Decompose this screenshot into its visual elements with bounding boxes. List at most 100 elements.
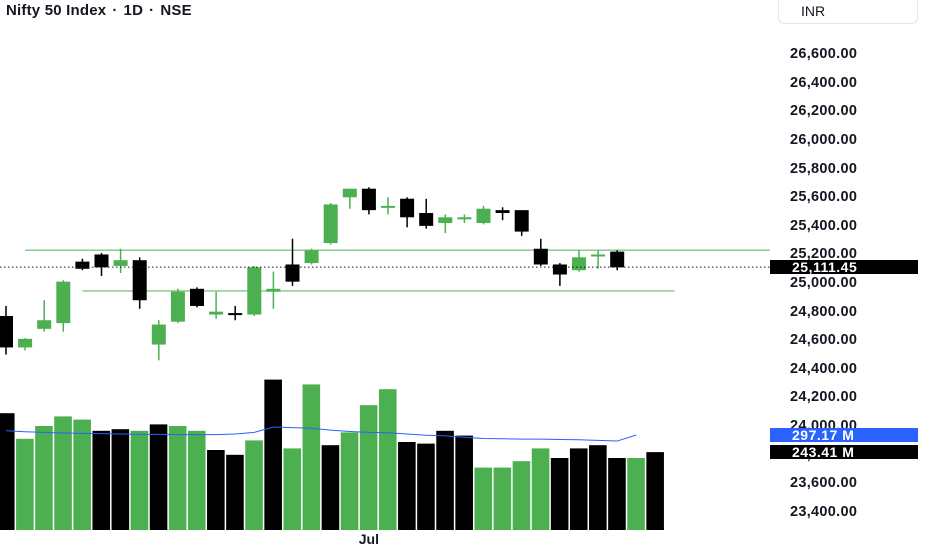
y-tick-label: 25,800.00 xyxy=(790,160,858,177)
volume-bar xyxy=(73,419,91,530)
candle-body xyxy=(572,257,586,271)
volume-bar xyxy=(417,443,435,530)
candle-body xyxy=(56,281,71,324)
y-tick-label: 25,000.00 xyxy=(790,275,858,292)
volume-bar xyxy=(359,405,378,530)
candle-body xyxy=(457,217,472,220)
candle xyxy=(572,250,586,272)
volume-bar xyxy=(187,430,206,530)
volume-bar xyxy=(398,442,416,530)
volume-bar xyxy=(455,435,473,530)
candle xyxy=(323,203,338,245)
candle xyxy=(514,210,529,236)
candle xyxy=(400,197,415,228)
candle xyxy=(0,305,13,355)
candle xyxy=(170,288,185,324)
candle-body xyxy=(37,320,52,329)
volume-bar xyxy=(35,426,53,530)
y-tick-label: 24,400.00 xyxy=(790,360,858,377)
candle-body xyxy=(361,188,376,211)
interval-label: 1D xyxy=(123,2,144,19)
candle xyxy=(457,214,472,224)
volume-bar xyxy=(531,448,550,530)
symbol-name: Nifty 50 Index xyxy=(6,2,107,19)
volume-bar xyxy=(245,440,263,530)
y-tick-label: 24,600.00 xyxy=(790,332,858,349)
volume-ma-line xyxy=(5,426,637,442)
candle-body xyxy=(266,288,281,292)
candle xyxy=(533,238,548,266)
volume-bar xyxy=(130,430,149,530)
volume-bar xyxy=(646,452,664,530)
candle-body xyxy=(533,248,548,265)
candle xyxy=(228,305,243,321)
volume-bar xyxy=(340,432,359,530)
candle xyxy=(132,257,147,309)
candle xyxy=(266,271,281,309)
volume-bar xyxy=(512,461,531,530)
candle xyxy=(591,250,606,269)
candle-body xyxy=(323,204,338,244)
candle-body xyxy=(209,311,224,315)
candle xyxy=(56,280,71,332)
y-tick-label: 25,600.00 xyxy=(790,189,858,206)
candle-body xyxy=(552,264,567,275)
candle xyxy=(75,258,90,271)
volume-bar xyxy=(608,458,626,530)
volume-bar xyxy=(589,445,607,530)
title-separator: · xyxy=(112,2,118,19)
candle xyxy=(476,205,491,225)
volume-bar xyxy=(436,430,454,530)
candle xyxy=(285,238,300,286)
volume-bar xyxy=(0,413,15,530)
candle-body xyxy=(113,260,128,266)
volume-tag: 243.41 M xyxy=(770,445,918,460)
volume-bar xyxy=(321,445,340,530)
volume-bar xyxy=(493,467,512,530)
title-separator: · xyxy=(149,2,155,19)
volume-bar xyxy=(207,450,225,530)
candle-body xyxy=(342,188,357,198)
volume-bar xyxy=(54,416,72,530)
volume-bar xyxy=(283,448,302,530)
volume-ma-tag: 297.17 M xyxy=(770,427,918,442)
candle xyxy=(18,338,33,351)
candle xyxy=(190,287,204,308)
y-tick-label: 24,200.00 xyxy=(790,389,858,406)
time-axis-label: Jul xyxy=(358,531,380,547)
candle-body xyxy=(18,338,33,348)
chart-title[interactable]: Nifty 50 Index · 1D · NSE xyxy=(6,2,192,19)
currency-selector[interactable]: INR xyxy=(778,0,918,24)
candle-body xyxy=(151,324,166,345)
candle xyxy=(495,207,510,221)
y-tick-label: 23,600.00 xyxy=(790,475,858,492)
candle xyxy=(552,263,567,286)
volume-bar xyxy=(168,426,187,530)
candle-body xyxy=(400,198,415,218)
candle-body xyxy=(190,288,204,306)
candle xyxy=(438,214,453,234)
last-price-tag: 25,111.45 xyxy=(770,260,918,275)
volume-bar xyxy=(569,448,588,530)
y-tick-label: 23,400.00 xyxy=(790,503,858,520)
horizontal-lines[interactable] xyxy=(25,249,770,292)
candle xyxy=(209,291,224,319)
volume-bar xyxy=(378,389,397,530)
candlesticks xyxy=(0,187,625,361)
candle-body xyxy=(419,213,434,226)
candle-body xyxy=(228,313,243,316)
y-tick-label: 25,400.00 xyxy=(790,217,858,234)
candle-body xyxy=(438,217,453,224)
candle-body xyxy=(304,250,319,264)
volume-bar xyxy=(92,430,111,530)
candle-body xyxy=(247,267,262,315)
volume-bar xyxy=(627,458,645,530)
candle-body xyxy=(476,208,491,224)
y-tick-label: 25,200.00 xyxy=(790,246,858,263)
candle-body xyxy=(94,254,109,268)
volume-bars xyxy=(0,379,664,530)
candle-body xyxy=(132,260,147,301)
candle xyxy=(419,198,434,229)
volume-bar xyxy=(302,384,321,530)
